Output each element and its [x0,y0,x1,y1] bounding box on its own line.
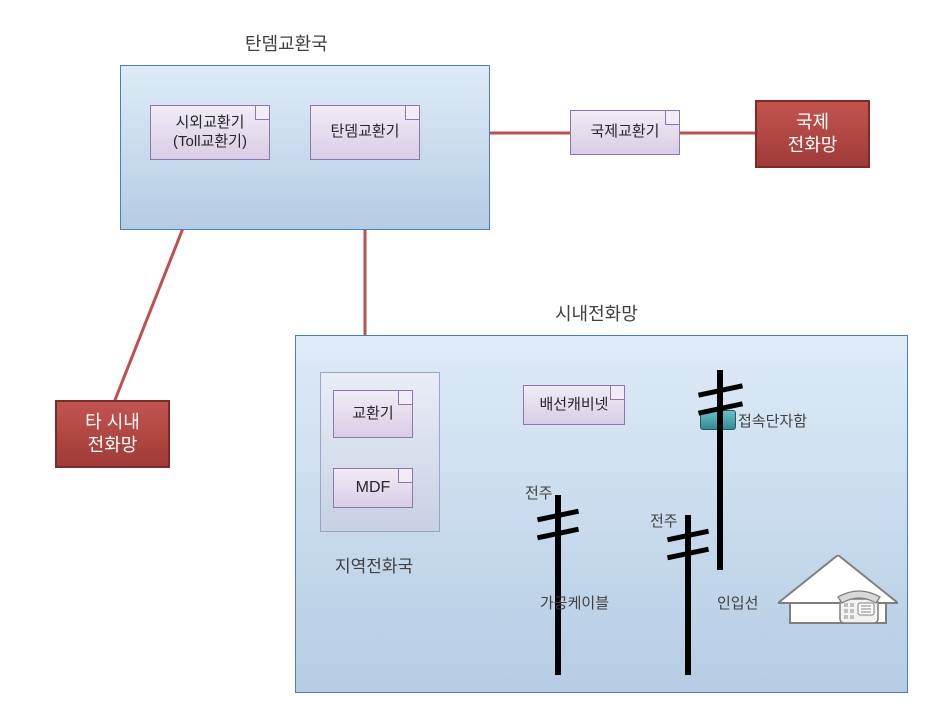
utility-pole-icon [665,515,711,675]
diagram-stage: 탄뎀교환국 시내전화망 지역전화국 시외교환기 (Toll교환기) 탄뎀교환기 … [0,0,930,712]
folded-corner-icon [255,106,269,120]
node-toll-exchange-label: 시외교환기 (Toll교환기) [173,114,247,152]
folded-corner-icon [405,106,419,120]
node-local-switch: 교환기 [333,390,413,438]
node-mdf: MDF [333,468,413,508]
node-mdf-label: MDF [356,478,391,498]
node-local-switch-label: 교환기 [352,405,393,424]
folded-corner-icon [398,391,412,405]
folded-corner-icon [665,111,679,125]
node-intl-exchange-label: 국제교환기 [590,123,659,142]
folded-corner-icon [610,386,624,400]
box-other-local-network-label: 타 시내 전화망 [85,411,140,458]
node-intl-exchange: 국제교환기 [570,110,680,155]
node-tandem-exchange-label: 탄뎀교환기 [330,123,399,142]
label-drop-line: 인입선 [717,592,758,613]
node-tandem-exchange: 탄뎀교환기 [310,105,420,160]
node-cabinet: 배선캐비넷 [523,385,625,425]
label-local-office-title: 지역전화국 [335,552,413,577]
telephone-icon [836,589,882,627]
box-intl-network: 국제 전화망 [755,100,870,168]
box-other-local-network: 타 시내 전화망 [55,400,170,468]
label-pole-2: 전주 [650,510,678,531]
label-local-network-title: 시내전화망 [555,300,638,326]
label-junction-box: 접속단자함 [738,410,807,431]
node-toll-exchange: 시외교환기 (Toll교환기) [150,105,270,160]
label-aerial-cable: 가공케이블 [540,592,609,613]
node-cabinet-label: 배선캐비넷 [539,396,608,415]
folded-corner-icon [398,469,412,483]
utility-pole-icon [535,495,581,675]
house-icon [778,555,898,625]
box-intl-network-label: 국제 전화망 [788,111,838,158]
label-tandem-office-title: 탄뎀교환국 [245,30,328,56]
